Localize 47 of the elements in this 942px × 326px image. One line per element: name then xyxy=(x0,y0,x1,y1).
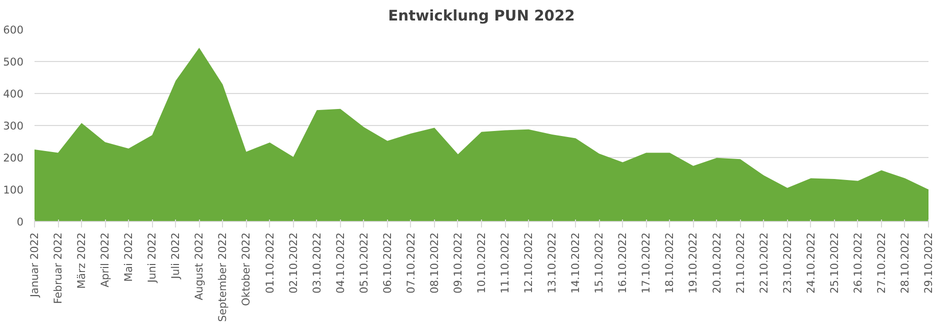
x-tick-label: 08.10.2022 xyxy=(428,232,441,294)
x-tick-label: März 2022 xyxy=(75,232,88,289)
x-tick-label: 17.10.2022 xyxy=(640,232,653,294)
x-tick-label: Oktober 2022 xyxy=(240,232,253,306)
x-tick-label: 07.10.2022 xyxy=(404,232,418,294)
x-tick-label: 14.10.2022 xyxy=(569,232,582,294)
y-tick-label: 300 xyxy=(3,120,24,132)
x-tick-label: 27.10.2022 xyxy=(874,232,888,294)
x-tick-label: 09.10.2022 xyxy=(451,232,464,294)
x-tick-label: 20.10.2022 xyxy=(710,232,724,294)
x-tick-label: Januar 2022 xyxy=(28,232,41,298)
x-tick-label: 29.10.2022 xyxy=(922,232,935,294)
x-tick-label: 04.10.2022 xyxy=(334,232,347,294)
x-tick-label: 03.10.2022 xyxy=(310,232,324,294)
x-tick-label: 06.10.2022 xyxy=(380,232,394,294)
x-tick-label: 23.10.2022 xyxy=(780,232,794,294)
x-tick-label: 15.10.2022 xyxy=(592,232,606,294)
x-tick-label: 28.10.2022 xyxy=(898,232,912,294)
y-tick-label: 200 xyxy=(3,152,24,164)
y-tick-label: 100 xyxy=(3,184,24,196)
y-tick-label: 600 xyxy=(3,24,24,36)
x-tick-label: Februar 2022 xyxy=(52,232,65,304)
x-tick-label: 18.10.2022 xyxy=(663,232,676,294)
x-tick-label: 24.10.2022 xyxy=(804,232,818,294)
x-tick-label: 16.10.2022 xyxy=(616,232,630,294)
y-tick-label: 500 xyxy=(3,56,24,68)
x-tick-label: 13.10.2022 xyxy=(546,232,559,294)
x-tick-label: 19.10.2022 xyxy=(686,232,700,294)
chart-title: Entwicklung PUN 2022 xyxy=(388,8,575,24)
x-tick-label: Juni 2022 xyxy=(146,232,159,284)
x-tick-label: 05.10.2022 xyxy=(357,232,370,294)
x-tick-label: April 2022 xyxy=(98,232,112,288)
x-tick-label: 01.10.2022 xyxy=(263,232,276,294)
x-tick-label: 12.10.2022 xyxy=(522,232,536,294)
x-tick-label: 02.10.2022 xyxy=(286,232,300,294)
x-tick-label: Juli 2022 xyxy=(169,232,182,280)
x-tick-label: 21.10.2022 xyxy=(734,232,747,294)
y-tick-label: 400 xyxy=(3,88,24,100)
y-tick-label: 0 xyxy=(16,216,24,228)
x-tick-label: 11.10.2022 xyxy=(498,232,512,294)
x-tick-label: September 2022 xyxy=(216,232,230,322)
x-tick-label: 10.10.2022 xyxy=(475,232,488,294)
x-tick-label: 22.10.2022 xyxy=(757,232,770,294)
x-tick-label: 26.10.2022 xyxy=(851,232,864,294)
x-tick-label: 25.10.2022 xyxy=(828,232,841,294)
x-tick-label: Mai 2022 xyxy=(122,232,136,282)
x-tick-label: August 2022 xyxy=(192,232,206,300)
